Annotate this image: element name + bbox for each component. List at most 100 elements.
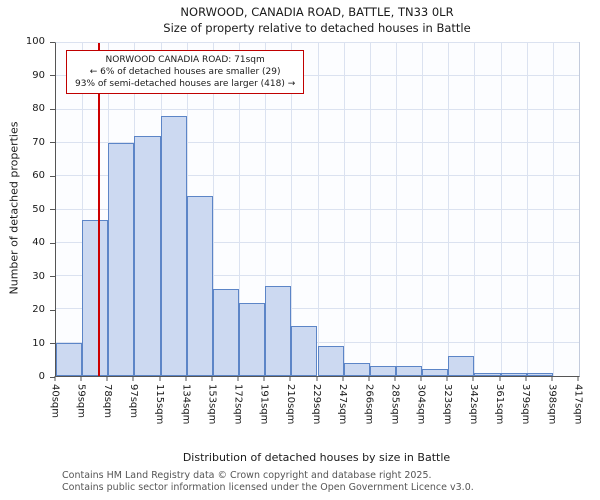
x-tickmark — [368, 376, 370, 381]
histogram-bar — [474, 372, 501, 376]
y-tick-label: 30 — [32, 270, 45, 282]
x-tickmark — [394, 376, 396, 381]
x-tick-label: 191sqm — [258, 384, 270, 425]
y-tick-label: 50 — [32, 203, 45, 215]
y-tickmark — [50, 41, 55, 43]
histogram-bar — [56, 342, 83, 376]
x-tick-label: 153sqm — [206, 384, 218, 425]
x-tick-label: 417sqm — [572, 384, 584, 425]
x-tickmark — [185, 376, 187, 381]
x-tick-label: 266sqm — [363, 384, 375, 425]
y-tickmark — [50, 309, 55, 311]
annotation-box: NORWOOD CANADIA ROAD: 71sqm ← 6% of deta… — [66, 50, 305, 95]
y-tick-label: 80 — [32, 103, 45, 114]
y-axis: 0 10 20 30 40 50 60 70 80 90 100 — [0, 36, 55, 382]
x-tickmark — [420, 376, 422, 381]
y-tickmark — [50, 276, 55, 277]
x-tick-label: 247sqm — [337, 384, 349, 425]
gridline-vertical — [265, 43, 267, 376]
x-tick-label: 115sqm — [154, 384, 166, 425]
x-tickmark — [106, 376, 108, 381]
gridline-horizontal — [56, 42, 579, 43]
x-tickmark — [342, 376, 344, 381]
gridline-vertical — [291, 43, 293, 376]
y-tickmark — [50, 343, 55, 344]
gridline-vertical — [317, 43, 319, 376]
x-tickmark — [316, 376, 317, 381]
x-tickmark — [499, 376, 501, 381]
gridline-vertical — [239, 43, 241, 376]
histogram-bar — [160, 116, 187, 376]
x-tickmark — [577, 376, 579, 381]
histogram-bar — [239, 302, 266, 376]
y-tickmark — [50, 108, 55, 110]
y-tick-label: 90 — [32, 69, 45, 81]
property-size-marker-line — [98, 43, 100, 376]
y-tick-label: 60 — [32, 170, 45, 181]
x-axis-label: Distribution of detached houses by size … — [182, 451, 451, 464]
histogram-bar — [317, 346, 344, 376]
histogram-bar — [265, 286, 292, 376]
gridline-vertical — [552, 43, 554, 376]
histogram-bar — [448, 356, 475, 376]
annotation-line-larger: 93% of semi-detached houses are larger (… — [75, 79, 296, 90]
gridline-vertical — [343, 43, 345, 376]
x-tickmark — [263, 376, 265, 381]
histogram-bar — [108, 142, 135, 376]
footer-line-1: Contains HM Land Registry data © Crown c… — [62, 470, 432, 481]
y-tick-label: 20 — [32, 304, 45, 315]
x-tick-label: 379sqm — [520, 384, 532, 425]
x-tickmark — [472, 376, 474, 381]
x-tickmark — [446, 376, 448, 381]
x-tick-label: 229sqm — [311, 384, 322, 425]
x-tickmark — [525, 376, 527, 381]
histogram-bar — [343, 362, 370, 376]
gridline-vertical — [212, 43, 214, 376]
x-tick-label: 59sqm — [75, 384, 87, 419]
y-tickmark — [50, 75, 55, 76]
x-tick-label: 134sqm — [180, 384, 192, 425]
x-tick-label: 97sqm — [127, 384, 139, 419]
gridline-vertical — [474, 43, 476, 376]
histogram-bar — [369, 366, 396, 376]
gridline-vertical — [500, 43, 502, 376]
annotation-line-property: NORWOOD CANADIA ROAD: 71sqm — [105, 55, 265, 65]
gridline-vertical — [369, 43, 371, 376]
x-tick-label: 210sqm — [284, 384, 296, 425]
x-tickmark — [54, 376, 56, 381]
histogram-bar — [395, 366, 423, 376]
x-tickmark — [159, 376, 161, 381]
histogram-bar — [291, 326, 318, 376]
gridline-vertical — [448, 43, 450, 376]
x-tickmark — [80, 376, 82, 381]
annotation-line-smaller: ← 6% of detached houses are smaller (29) — [89, 67, 281, 78]
x-tick-label: 361sqm — [494, 384, 506, 425]
x-tick-label: 40sqm — [49, 384, 61, 419]
histogram-bar — [500, 372, 527, 376]
y-tickmark — [50, 242, 55, 244]
chart-subtitle: Size of property relative to detached ho… — [163, 21, 471, 35]
footer-line-2: Contains public sector information licen… — [62, 482, 474, 494]
x-tickmark — [132, 376, 134, 381]
plot-area — [55, 42, 580, 377]
x-tick-label: 323sqm — [441, 384, 453, 425]
y-tickmark — [50, 209, 55, 210]
x-tickmark — [211, 376, 213, 381]
y-tick-label: 10 — [32, 337, 45, 349]
x-tickmark — [551, 376, 553, 381]
gridline-vertical — [422, 43, 424, 376]
histogram-bar — [422, 369, 449, 376]
x-axis: 40sqm 59sqm 78sqm 97sqm 115sqm 134sqm 153sqm 17… — [50, 376, 584, 434]
x-tickmark — [237, 376, 239, 381]
x-tick-label: 172sqm — [232, 384, 244, 425]
y-tickmark — [50, 376, 55, 378]
histogram-bar — [82, 219, 109, 376]
chart-title: NORWOOD, CANADIA ROAD, BATTLE, TN33 0LR — [180, 5, 454, 19]
gridline-vertical — [82, 43, 84, 376]
histogram-bar — [526, 372, 553, 376]
histogram-bar — [134, 136, 161, 376]
histogram-bar — [212, 289, 240, 376]
x-tick-label: 285sqm — [389, 384, 401, 425]
gridline-vertical — [395, 43, 397, 376]
